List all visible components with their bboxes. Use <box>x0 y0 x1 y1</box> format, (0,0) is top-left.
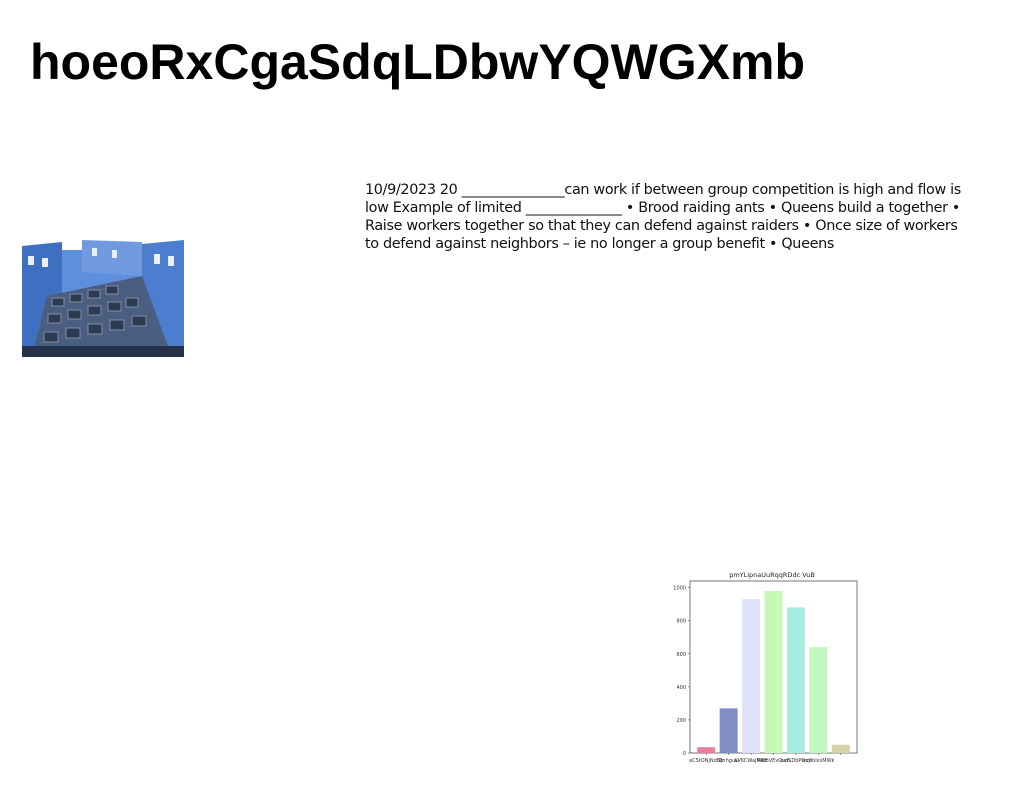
x-tick-label: evfSDbPGojf <box>780 758 811 764</box>
y-tick-label: 600 <box>676 652 686 658</box>
bar <box>764 590 783 753</box>
bar <box>831 744 850 753</box>
bars <box>697 590 850 753</box>
bar <box>742 599 761 753</box>
y-tick-label: 200 <box>676 718 686 724</box>
photo <box>22 236 184 357</box>
body-paragraph: 10/9/2023 20 _______________can work if … <box>365 182 961 252</box>
x-tick-label: QnhguU <box>719 758 740 764</box>
bar <box>719 708 738 753</box>
chart-title: pmYLipnaUuRqqRDdc VuB <box>729 571 815 579</box>
x-tick-label: aVKCWajWdE <box>734 758 767 764</box>
photo-illustration <box>22 236 184 357</box>
y-axis: 0 200 400 600 800 1000 <box>673 586 690 757</box>
y-tick-label: 400 <box>676 685 686 691</box>
y-tick-label: 1000 <box>673 586 686 592</box>
y-tick-label: 800 <box>676 619 686 625</box>
x-tick-label: RRmVEvQvm <box>757 758 790 764</box>
x-tick-label: eCStONjNdBb <box>689 758 723 764</box>
page-title: hoeoRxCgaSdqLDbwYQWGXmb <box>30 34 805 90</box>
x-tick-label: mmbIxsMWk <box>802 758 834 764</box>
bar <box>697 747 716 753</box>
bar-chart: pmYLipnaUuRqqRDdc VuB 02004006008001000 … <box>673 571 858 764</box>
bar <box>786 607 805 753</box>
y-tick-label: 0 <box>683 751 686 757</box>
bar <box>809 647 828 753</box>
x-axis: eCStONjNdBbQnhguUaVKCWajWdERRmVEvQvmevfS… <box>689 753 842 764</box>
